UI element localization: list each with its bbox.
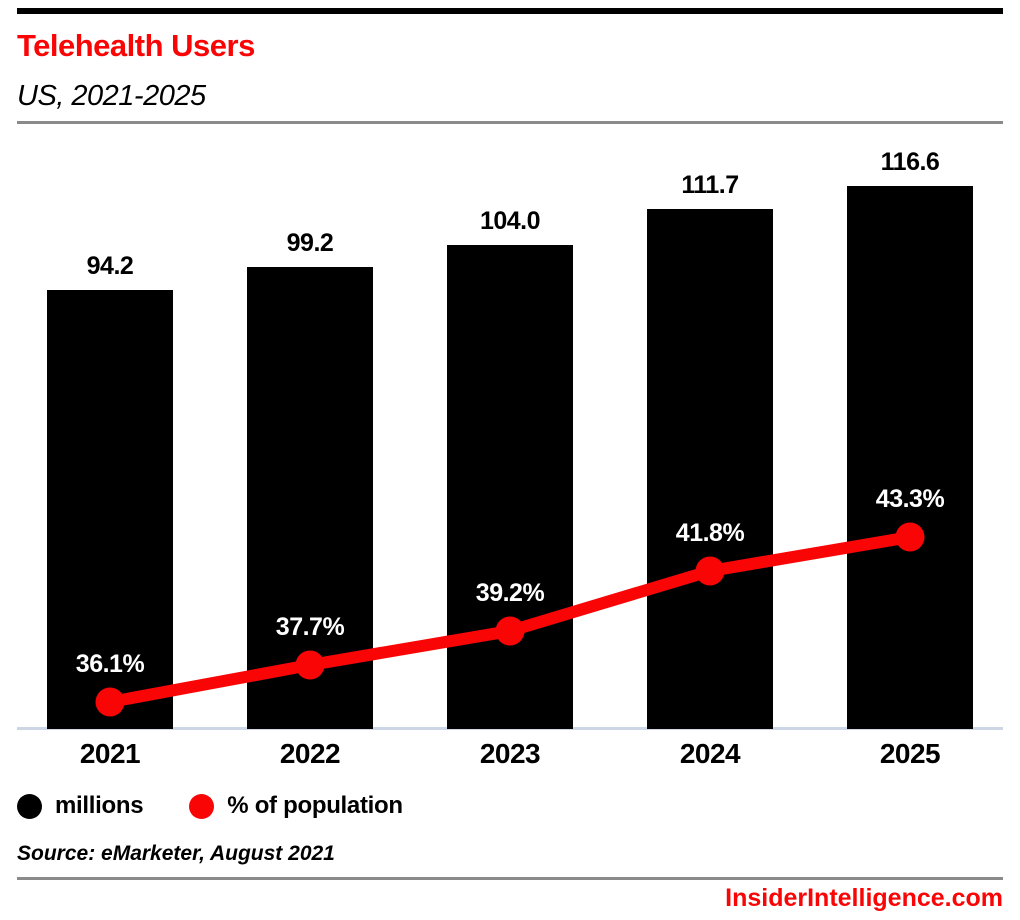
line-point-2025	[895, 522, 925, 552]
pct-population-dot-icon	[189, 793, 215, 819]
millions-dot-icon	[17, 793, 42, 819]
line-point-2023	[495, 616, 525, 646]
bar-value-label-2023: 104.0	[479, 207, 541, 235]
x-axis-labels: 2021 2022 2023 2024 2025	[17, 738, 1003, 774]
top-rule	[17, 8, 1003, 14]
x-label-2021: 2021	[79, 738, 141, 769]
bar-2021	[47, 290, 173, 729]
chart-subtitle: US, 2021-2025	[17, 80, 206, 112]
legend-item-pct-population: % of population	[189, 792, 403, 820]
bar-value-label-2021: 94.2	[86, 252, 134, 280]
x-label-2023: 2023	[479, 738, 541, 769]
pct-label-2025: 43.3%	[875, 485, 945, 513]
pct-line-chart	[95, 522, 925, 717]
header-rule	[17, 121, 1003, 124]
legend-label-pct-population: % of population	[227, 792, 403, 819]
legend-label-millions: millions	[55, 792, 144, 819]
bar-value-label-2022: 99.2	[286, 229, 334, 257]
plot-area: 94.2 99.2 104.0 111.7 116.6 36.1% 37.7% 39.2% 41…	[17, 140, 1003, 730]
line-point-2022	[295, 650, 325, 680]
bar-value-label-2024: 111.7	[681, 171, 739, 199]
footer-link[interactable]: InsiderIntelligence.com	[725, 884, 1003, 912]
chart-title: Telehealth Users	[17, 28, 255, 63]
pct-label-2023: 39.2%	[475, 579, 545, 607]
bar-2025	[847, 186, 973, 729]
bar-2023	[447, 245, 573, 729]
legend: millions % of population	[17, 792, 403, 820]
x-label-2022: 2022	[279, 738, 341, 769]
line-point-2021	[95, 687, 125, 717]
x-label-2025: 2025	[879, 738, 941, 769]
footer-rule	[17, 877, 1003, 880]
bar-value-label-2025: 116.6	[880, 148, 940, 176]
source-line: Source: eMarketer, August 2021	[17, 842, 335, 865]
line-point-2024	[695, 556, 725, 586]
x-label-2024: 2024	[679, 738, 741, 769]
legend-item-millions: millions	[17, 792, 144, 820]
pct-label-2022: 37.7%	[275, 613, 345, 641]
pct-label-2024: 41.8%	[675, 519, 745, 547]
bar-2024	[647, 209, 773, 729]
pct-label-2021: 36.1%	[75, 650, 145, 678]
